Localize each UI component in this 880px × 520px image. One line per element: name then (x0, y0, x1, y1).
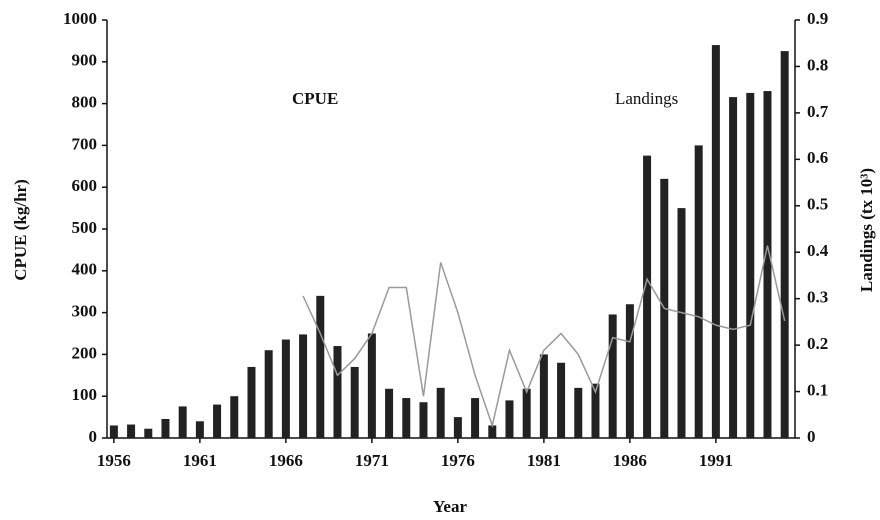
bar (402, 398, 411, 438)
y2-tick-label: 0.3 (807, 288, 828, 307)
bar (419, 402, 428, 438)
cpue-line (302, 245, 786, 429)
bar (299, 334, 308, 438)
y2-tick-label: 0.2 (807, 334, 828, 353)
x-tick-label: 1976 (441, 451, 475, 470)
y-tick-label: 800 (72, 93, 98, 112)
y-tick-label: 100 (72, 385, 98, 404)
bar (247, 366, 256, 438)
y-tick-label: 1000 (63, 9, 97, 28)
x-axis-title: Year (433, 497, 467, 516)
y2-axis-title: Landings (tx 10³) (857, 168, 876, 292)
y-tick-label: 600 (72, 176, 98, 195)
bar (694, 145, 703, 438)
bar (281, 339, 290, 438)
bar (780, 51, 789, 439)
bar (471, 398, 480, 438)
bar (230, 396, 239, 438)
bar (316, 295, 325, 438)
x-tick-label: 1971 (355, 451, 389, 470)
y-tick-label: 900 (72, 51, 98, 70)
x-tick-label: 1961 (183, 451, 217, 470)
bar (746, 92, 755, 438)
y2-tick-label: 0.8 (807, 55, 828, 74)
bar (574, 387, 583, 438)
bar (591, 383, 600, 438)
bar (350, 366, 359, 438)
series-label: CPUE (292, 89, 338, 108)
bar (677, 208, 686, 438)
series-label: Landings (615, 89, 678, 108)
y2-tick-label: 0 (807, 427, 816, 446)
bar (127, 424, 136, 438)
bar (161, 418, 170, 438)
bar (643, 155, 652, 438)
bar (453, 417, 462, 438)
bar (625, 304, 634, 438)
bar (195, 421, 204, 438)
bar (608, 314, 617, 438)
bar (333, 346, 342, 438)
y-tick-label: 500 (72, 218, 98, 237)
y2-tick-label: 0.9 (807, 9, 828, 28)
y-tick-label: 400 (72, 260, 98, 279)
y2-tick-label: 0.1 (807, 380, 828, 399)
y-tick-label: 700 (72, 134, 98, 153)
bar (763, 91, 772, 438)
y-tick-label: 0 (89, 427, 98, 446)
y-axis-title: CPUE (kg/hr) (11, 179, 30, 281)
y-tick-label: 300 (72, 302, 98, 321)
bar (488, 425, 497, 438)
y2-tick-label: 0.6 (807, 148, 828, 167)
x-tick-label: 1956 (97, 451, 131, 470)
bar (729, 97, 738, 438)
bar (522, 388, 531, 438)
bar (213, 404, 222, 438)
x-tick-label: 1981 (527, 451, 561, 470)
y2-tick-label: 0.5 (807, 195, 828, 214)
bar (711, 45, 720, 438)
bar (436, 387, 445, 438)
x-tick-label: 1991 (699, 451, 733, 470)
y2-tick-label: 0.7 (807, 102, 829, 121)
x-tick-label: 1986 (613, 451, 647, 470)
bar (367, 333, 376, 438)
bar (505, 400, 514, 438)
x-tick-label: 1966 (269, 451, 303, 470)
bar (109, 425, 118, 438)
bar (557, 362, 566, 438)
y2-tick-label: 0.4 (807, 241, 829, 260)
bar (385, 388, 394, 438)
bar (144, 428, 153, 438)
bar (178, 406, 187, 438)
y-tick-label: 200 (72, 343, 98, 362)
bar (539, 354, 548, 438)
bar (264, 350, 273, 438)
